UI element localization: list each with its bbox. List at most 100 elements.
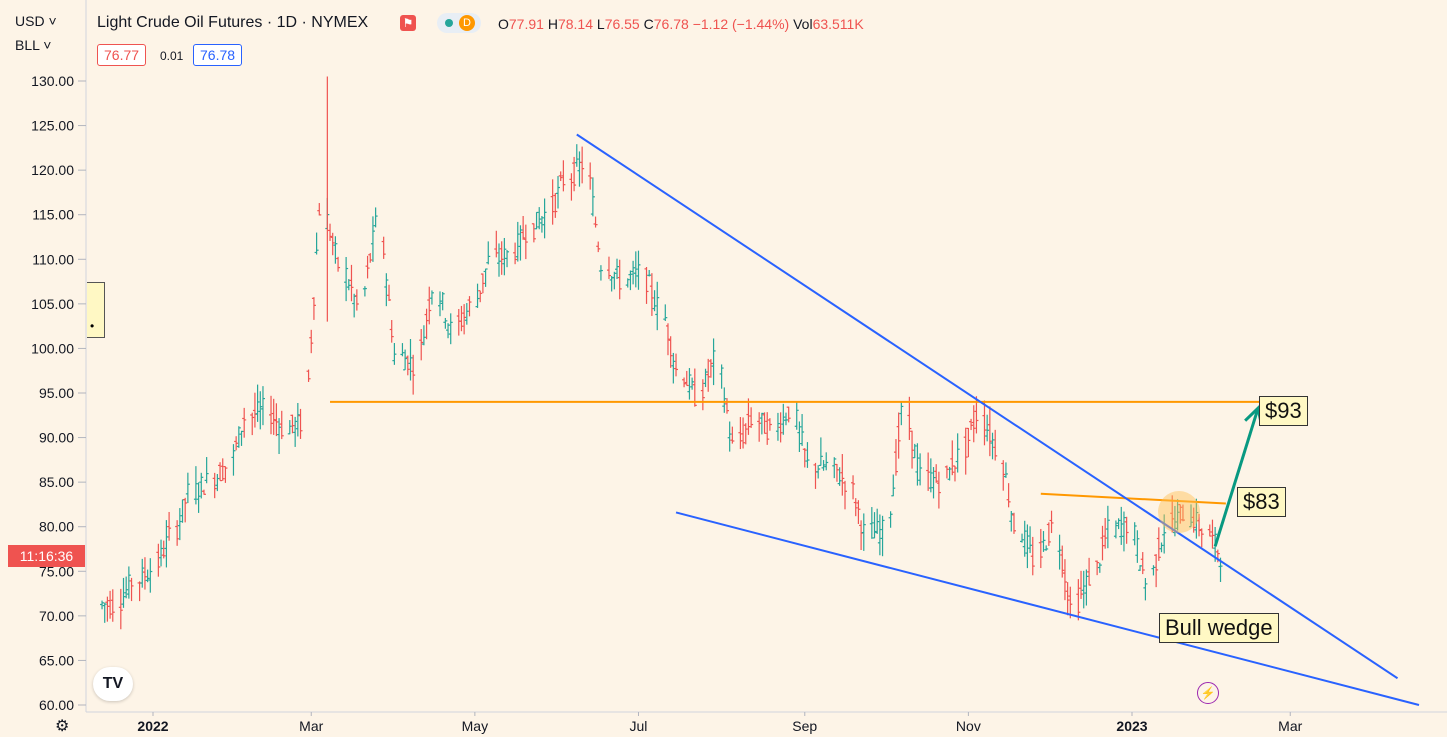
ohlc-bar (328, 223, 333, 241)
ohlc-bar (1151, 565, 1156, 576)
ohlc-bar (1044, 545, 1049, 551)
ohlc-bar (561, 160, 566, 192)
ohlc-bar (408, 339, 413, 381)
price-tick-label: 100.00 (31, 340, 74, 356)
ohlc-bar (478, 290, 483, 303)
ohlc-bar (738, 417, 743, 450)
price-axis[interactable]: 130.00 125.00 120.00 115.00 110.00 105.00 100.… (31, 0, 87, 713)
symbol-title[interactable]: Light Crude Oil Futures · 1D · NYMEX (97, 14, 369, 31)
ohlc-bar (824, 452, 829, 471)
ohlc-bar (832, 457, 837, 479)
price-tick-label: 120.00 (31, 162, 74, 178)
ohlc-bar (260, 386, 265, 426)
ohlc-bar (928, 458, 933, 493)
ohlc-bar (869, 507, 874, 539)
ohlc-bar (821, 460, 826, 471)
ohlc-bar (236, 426, 241, 448)
ohlc-bar (757, 412, 762, 442)
buy-price-button[interactable]: 76.78 (193, 44, 243, 66)
unit-label: BLL (15, 37, 40, 53)
close-value: 76.78 (653, 16, 689, 32)
ohlc-bar (1038, 528, 1043, 569)
ohlc-bar (102, 602, 107, 623)
resistance-83-label[interactable]: $83 (1237, 487, 1286, 517)
ohlc-bar (893, 439, 898, 476)
currency-selector[interactable]: USD ˅ (15, 13, 57, 29)
ohlc-bar (590, 177, 595, 217)
ohlc-bar (794, 401, 799, 430)
ohlc-bar (456, 309, 461, 336)
ohlc-bar (1194, 498, 1199, 539)
tradingview-logo-icon[interactable]: TV (93, 667, 133, 701)
ohlc-bar (531, 223, 536, 243)
ohlc-bar (816, 465, 821, 479)
ohlc-bar (1199, 528, 1204, 548)
ohlc-bar (1119, 506, 1124, 545)
delayed-badge: D (459, 15, 475, 31)
wedge-trendline (675, 511, 1420, 706)
bull-wedge-label[interactable]: Bull wedge (1159, 613, 1279, 643)
ohlc-bar (692, 368, 697, 407)
ohlc-bar (606, 256, 611, 280)
ohlc-bar (362, 286, 367, 297)
ohlc-bar (985, 414, 990, 442)
ohlc-bar (746, 398, 751, 435)
ohlc-bar (161, 540, 166, 559)
ohlc-bar (749, 407, 754, 428)
ohlc-bar (1076, 579, 1081, 621)
ohlc-bar (580, 146, 585, 184)
ohlc-bar (427, 286, 432, 325)
ohlc-bar (818, 437, 823, 467)
ohlc-bar (631, 260, 636, 285)
ohlc-bar (317, 203, 322, 216)
time-axis[interactable]: 2022MarMayJulSepNov2023MarM (86, 711, 1447, 734)
ohlc-bar (1065, 582, 1070, 616)
ohlc-bar (684, 370, 689, 387)
sell-price-button[interactable]: 76.77 (97, 44, 147, 66)
ohlc-bar (706, 358, 711, 392)
ohlc-bar (936, 471, 941, 509)
unit-selector[interactable]: BLL ˅ (15, 37, 52, 53)
lightning-icon[interactable]: ⚡ (1197, 682, 1219, 704)
ohlc-bar (1030, 536, 1035, 576)
collapsed-note-widget[interactable]: • (87, 282, 105, 338)
ohlc-bar (668, 336, 673, 368)
ohlc-bar (690, 377, 695, 390)
ohlc-bar (912, 443, 917, 459)
ohlc-bar (105, 596, 110, 622)
ohlc-bar (464, 303, 469, 325)
flag-icon[interactable]: ⚑ (400, 15, 416, 31)
ohlc-bar (255, 384, 260, 422)
ohlc-bar (1138, 565, 1143, 571)
time-tick-label: 2022 (137, 718, 168, 734)
ohlc-bar (1140, 552, 1145, 575)
ohlc-bar (612, 271, 617, 290)
ohlc-bar (239, 430, 244, 446)
settings-gear-icon[interactable]: ⚙ (55, 718, 70, 735)
ohlc-bar (142, 557, 147, 590)
ohlc-bar (298, 408, 303, 439)
market-status[interactable]: D (437, 13, 481, 33)
ohlc-bar (722, 387, 727, 413)
ohlc-bar (201, 489, 206, 495)
ohlc-bar (539, 215, 544, 233)
ohlc-bar (148, 558, 153, 593)
ohlc-bar (424, 308, 429, 340)
ohlc-bar (1162, 514, 1167, 554)
ohlc-bar (365, 255, 370, 279)
ohlc-bar (596, 241, 601, 253)
ohlc-bar (1175, 499, 1180, 531)
ohlc-bar (861, 513, 866, 551)
volume-value: 63.511K (812, 16, 864, 32)
ohlc-bar (1022, 520, 1027, 557)
change-value: −1.12 (−1.44%) (692, 16, 790, 32)
ohlc-bar (193, 466, 198, 505)
ohlc-bar (175, 520, 180, 546)
ohlc-bar (665, 323, 670, 356)
ohlc-bar (805, 442, 810, 468)
target-93-label[interactable]: $93 (1259, 396, 1308, 426)
ohlc-bar (569, 173, 574, 201)
ohlc-bar (459, 305, 464, 332)
ohlc-bar (475, 283, 480, 308)
